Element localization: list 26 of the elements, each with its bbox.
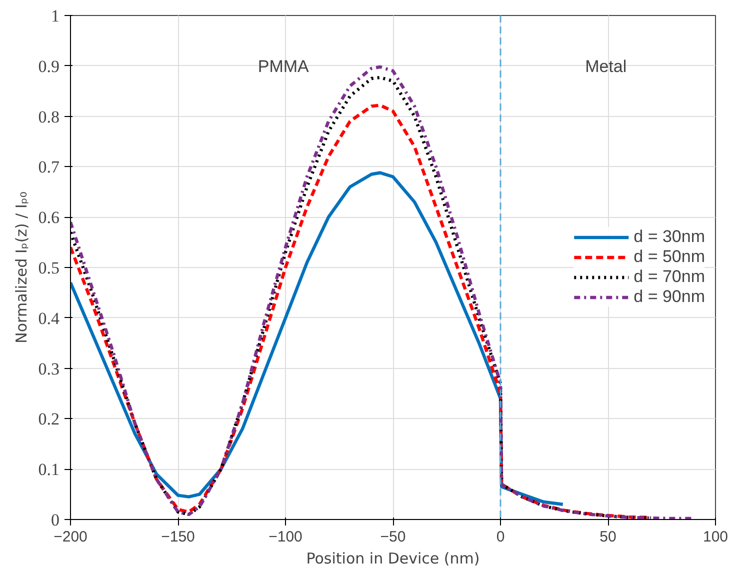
x-tick-label: 50 <box>600 528 616 546</box>
y-tick-label: 1 <box>51 6 60 26</box>
y-tick-label: 0.3 <box>38 359 60 378</box>
legend-label: d = 90nm <box>634 287 705 307</box>
legend-label: d = 30nm <box>634 227 705 247</box>
legend-label: d = 50nm <box>634 247 705 267</box>
y-tick-label: 0.7 <box>38 158 60 177</box>
y-axis-title: Normalized Iₚ(z) / Iₚ₀ <box>12 192 30 344</box>
x-tick-label: 100 <box>702 528 728 546</box>
y-tick-label: 0.1 <box>38 460 60 480</box>
x-tick-label: 0 <box>496 528 505 546</box>
annotation: Metal <box>585 56 627 76</box>
x-tick-label: −200 <box>54 528 88 546</box>
legend-label: d = 70nm <box>634 267 705 287</box>
y-tick-label: 0.4 <box>38 308 60 328</box>
y-tick-label: 0.5 <box>38 258 60 278</box>
annotation: PMMA <box>258 56 310 76</box>
y-tick-label: 0.9 <box>38 56 60 76</box>
x-axis-title: Position in Device (nm) <box>306 550 480 568</box>
x-tick-label: −50 <box>380 528 406 546</box>
y-tick-label: 0.2 <box>38 410 60 429</box>
y-tick-label: 0.6 <box>38 208 60 228</box>
x-tick-label: −150 <box>161 528 195 546</box>
x-tick-label: −100 <box>268 528 302 546</box>
y-tick-label: 0 <box>51 510 60 530</box>
y-tick-label: 0.8 <box>38 107 60 126</box>
